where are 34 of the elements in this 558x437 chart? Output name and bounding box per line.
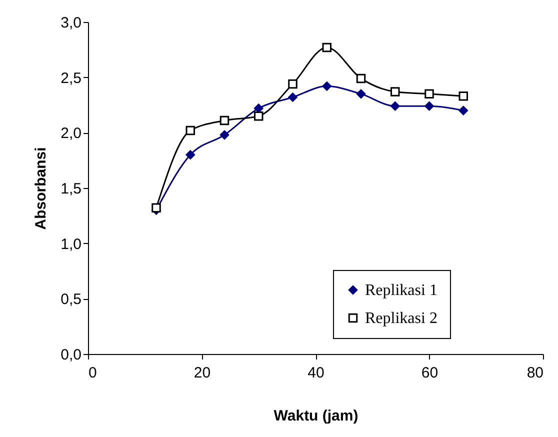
point	[220, 130, 230, 140]
legend-label: Replikasi 2	[365, 310, 438, 327]
x-tick-label: 80	[526, 364, 544, 382]
point	[390, 101, 400, 111]
point	[152, 203, 161, 213]
point	[424, 101, 434, 111]
y-tick-label: 2,5	[60, 70, 82, 87]
point	[254, 111, 264, 121]
point	[288, 92, 298, 102]
legend-label: Replikasi 1	[365, 282, 438, 299]
point	[186, 150, 195, 160]
y-tick-label: 0,0	[60, 346, 82, 364]
point	[288, 79, 298, 89]
point	[458, 92, 468, 101]
x-tick-label: 0	[88, 364, 97, 382]
point	[220, 116, 230, 126]
y-tick-label: 2,0	[60, 125, 82, 142]
x-tick-label: 60	[421, 364, 438, 382]
point	[424, 89, 434, 99]
x-tick-label: 40	[308, 364, 324, 382]
x-axis-title: Waktu (jam)	[274, 408, 358, 424]
point	[390, 87, 400, 96]
y-tick-label: 1,5	[60, 180, 82, 198]
y-tick-label: 3,0	[60, 14, 82, 32]
point	[186, 126, 195, 136]
point	[356, 89, 366, 99]
y-tick-label: 0,5	[60, 291, 82, 308]
point	[356, 74, 366, 84]
point	[458, 106, 468, 116]
y-axis-title: Absorbansi	[32, 147, 50, 230]
point	[322, 42, 332, 52]
x-tick-label: 20	[194, 364, 211, 382]
y-tick-label: 1,0	[60, 236, 82, 253]
point	[322, 82, 332, 91]
